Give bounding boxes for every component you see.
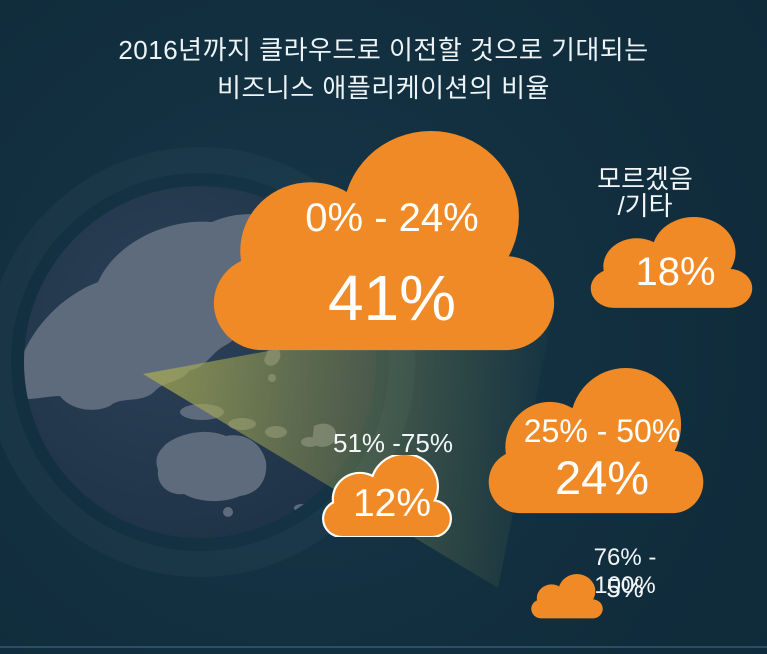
footer-bar	[0, 646, 767, 648]
range-label: 25% - 50%	[523, 413, 681, 449]
value-label: 24%	[554, 451, 650, 504]
category-label-unknown: 모르겠음 /기타	[575, 166, 715, 220]
category-label-unknown-line1: 모르겠음	[597, 164, 693, 194]
cloud-icon	[531, 574, 603, 619]
value-label: 18%	[635, 250, 716, 294]
category-label-76-100: 76% - 100%	[593, 544, 657, 599]
category-label-unknown-line2: /기타	[617, 191, 673, 221]
cloud-group-25-50: 25% - 50% 24%	[485, 368, 707, 515]
category-label-51-75: 51% -75%	[333, 428, 453, 458]
value-label: 12%	[352, 482, 432, 525]
value-label: 41%	[327, 262, 457, 334]
value-label-76-100: 5%	[606, 573, 644, 603]
chart-title: 2016년까지 클라우드로 이전할 것으로 기대되는 비즈니스 애플리케이션의 …	[0, 31, 767, 107]
cloud-group-76-100	[530, 574, 604, 619]
chart-title-line2: 비즈니스 애플리케이션의 비율	[217, 73, 550, 103]
chart-title-line1: 2016년까지 클라우드로 이전할 것으로 기대되는	[118, 35, 649, 65]
range-label: 0% - 24%	[305, 196, 479, 240]
cloud-group-unknown: 18%	[588, 217, 755, 309]
cloud-group-0-24: 0% - 24% 41%	[208, 131, 560, 353]
cloud-group-51-75: 12%	[322, 455, 452, 537]
